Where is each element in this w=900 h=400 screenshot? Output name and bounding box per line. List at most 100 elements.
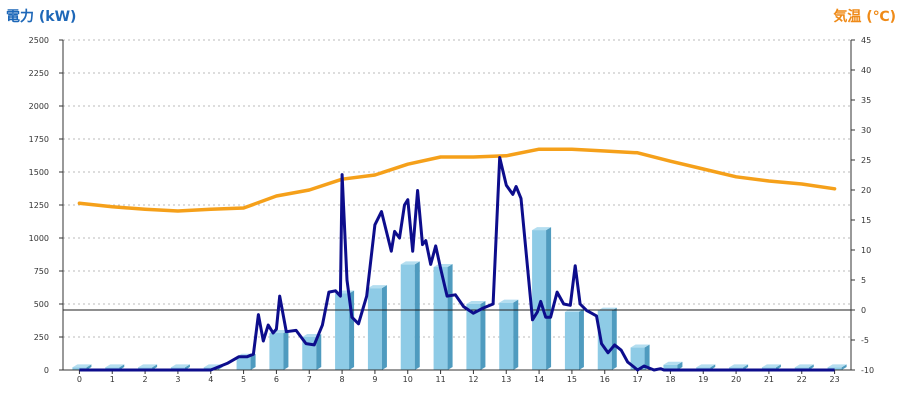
bar-front (367, 288, 382, 370)
right-tick-label: 40 (861, 66, 871, 75)
bar-side (414, 261, 420, 370)
left-tick-label: 500 (34, 300, 49, 309)
tick-labels: 0 250 500 750 1000 1250 1500 1750 20 0 0 2250 2500 -1… (29, 36, 874, 384)
power-bar (564, 308, 584, 370)
x-tick-label: 1 (110, 375, 115, 384)
x-tick-label: 18 (665, 375, 675, 384)
bar-top (105, 364, 125, 368)
power-bar (466, 301, 486, 370)
x-tick-label: 11 (435, 375, 445, 384)
bar-front (532, 230, 547, 370)
bar-side (644, 344, 650, 370)
bar-front (499, 302, 514, 370)
x-tick-label: 10 (403, 375, 413, 384)
right-tick-label: -10 (861, 366, 874, 375)
bar-top (138, 364, 158, 368)
right-tick-label: 30 (861, 126, 871, 135)
x-tick-label: 14 (534, 375, 544, 384)
left-tick-label: 1750 (29, 135, 49, 144)
bar-front (564, 311, 579, 370)
right-tick-label: 25 (861, 156, 871, 165)
bar-top (663, 361, 683, 365)
power-bar (302, 334, 322, 370)
series-lines (77, 147, 837, 372)
bar-front (597, 310, 612, 370)
right-tick-label: 0 (861, 306, 866, 315)
bar-front (400, 264, 415, 370)
power-bar (663, 361, 683, 370)
bar-top (794, 364, 814, 368)
bar-front (335, 293, 350, 370)
x-tick-label: 17 (632, 375, 642, 384)
x-tick-label: 0 (77, 375, 82, 384)
right-tick-label: 10 (861, 246, 871, 255)
bar-top (72, 364, 92, 368)
x-tick-label: 21 (764, 375, 774, 384)
right-tick-label: 35 (861, 96, 871, 105)
bar-top (630, 344, 650, 348)
bar-top (696, 364, 716, 368)
bar-side (316, 334, 322, 370)
power-bar (400, 261, 420, 370)
left-tick-label: 2500 (29, 36, 49, 45)
left-axis-title: 電力 (kW) (6, 8, 76, 25)
bar-side (250, 353, 256, 370)
left-tick-label: 0 (44, 366, 49, 375)
power-bar (367, 285, 387, 370)
right-tick-label: 5 (861, 276, 866, 285)
x-tick-label: 12 (468, 375, 478, 384)
bar-top (827, 364, 847, 368)
x-tick-label: 23 (829, 375, 839, 384)
x-tick-label: 9 (372, 375, 377, 384)
left-tick-label: 2250 (29, 69, 49, 78)
bar-side (381, 285, 387, 370)
bar-side (283, 330, 289, 370)
bar-side (677, 361, 683, 370)
x-tick-label: 6 (274, 375, 279, 384)
left-tick-label: 1250 (29, 201, 49, 210)
bar-front (630, 347, 645, 370)
power-bar (630, 344, 650, 370)
bar-side (578, 308, 584, 370)
x-tick-label: 19 (698, 375, 708, 384)
bar-side (546, 227, 552, 370)
axes (59, 39, 855, 374)
x-tick-label: 20 (731, 375, 741, 384)
left-tick-label: 250 (34, 333, 49, 342)
bar-front (236, 356, 251, 370)
x-tick-label: 16 (600, 375, 610, 384)
temperature-line (77, 147, 837, 213)
bar-front (269, 333, 284, 370)
bar-side (841, 364, 847, 370)
power-line (79, 156, 835, 372)
power-bar (433, 264, 453, 370)
bar-top (466, 301, 486, 304)
bar-top (367, 285, 387, 289)
right-tick-label: 15 (861, 216, 871, 225)
x-tick-label: 5 (241, 375, 246, 384)
bar-top (532, 227, 552, 231)
x-tick-label: 3 (175, 375, 180, 384)
left-tick-label: 1500 (29, 168, 49, 177)
left-tick-label: 750 (34, 267, 49, 276)
x-tick-label: 7 (307, 375, 312, 384)
x-tick-label: 22 (797, 375, 807, 384)
power-bar (532, 227, 552, 370)
x-tick-label: 2 (143, 375, 148, 384)
bar-top (170, 364, 190, 368)
bar-side (611, 307, 617, 370)
bar-top (729, 364, 749, 368)
right-tick-label: 20 (861, 186, 871, 195)
x-tick-label: 4 (208, 375, 213, 384)
bar-side (447, 264, 453, 370)
power-bar (499, 299, 519, 370)
x-tick-label: 8 (340, 375, 345, 384)
right-axis-title: 気温 (℃) (833, 8, 896, 25)
bar-front (433, 267, 448, 370)
right-tick-label: 45 (861, 36, 871, 45)
left-tick-label: 1000 (29, 234, 49, 243)
bar-top (761, 364, 781, 368)
x-tick-label: 13 (501, 375, 511, 384)
right-tick-label: -5 (861, 336, 869, 345)
